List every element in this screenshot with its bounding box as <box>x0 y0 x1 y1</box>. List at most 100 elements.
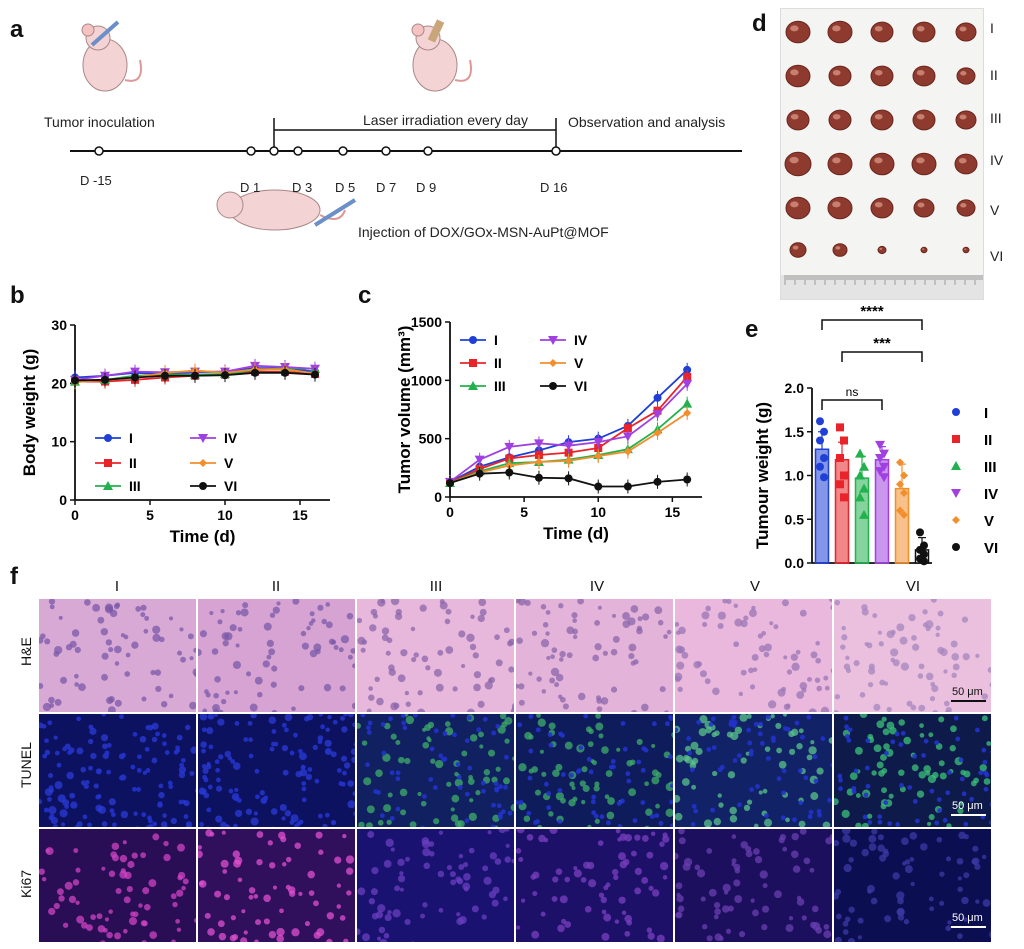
cell-nucleus <box>119 854 128 863</box>
cell-nucleus <box>881 787 888 794</box>
cell-nucleus <box>230 759 236 764</box>
cell-nucleus <box>399 871 404 876</box>
cell-nucleus <box>101 821 108 827</box>
cell-nucleus <box>614 919 620 924</box>
cell-nucleus <box>168 616 174 621</box>
cell-nucleus <box>404 757 411 765</box>
cell-nucleus <box>675 727 679 733</box>
significance-bracket: ns <box>821 385 883 410</box>
cell-nucleus <box>357 887 366 896</box>
cell-nucleus <box>718 802 724 808</box>
cell-nucleus <box>540 911 546 917</box>
cell-nucleus <box>558 731 564 737</box>
legend-entry: V <box>190 455 234 471</box>
cell-nucleus <box>446 864 453 871</box>
cell-nucleus <box>57 794 66 803</box>
cell-nucleus <box>815 640 821 646</box>
cell-nucleus <box>731 858 737 864</box>
cell-nucleus <box>301 797 307 803</box>
cell-nucleus <box>368 686 373 691</box>
cell-nucleus <box>216 777 221 783</box>
x-tick-label: 5 <box>146 507 154 523</box>
cell-nucleus <box>113 603 120 610</box>
cell-nucleus <box>374 676 380 683</box>
cell-nucleus <box>934 740 939 746</box>
cell-nucleus <box>945 925 952 932</box>
data-point <box>251 368 259 377</box>
tumour-highlight <box>960 71 967 76</box>
cell-nucleus <box>324 812 330 818</box>
cell-nucleus <box>109 808 115 814</box>
legend-marker <box>103 481 113 490</box>
tumour-highlight <box>832 113 841 120</box>
cell-nucleus <box>199 714 208 721</box>
cell-nucleus <box>776 747 782 754</box>
cell-nucleus <box>847 727 853 733</box>
cell-nucleus <box>491 802 496 808</box>
cell-nucleus <box>548 811 554 817</box>
cell-nucleus <box>958 801 964 806</box>
cell-nucleus <box>122 840 127 845</box>
cell-nucleus <box>974 727 980 733</box>
cell-nucleus <box>468 812 477 821</box>
cell-nucleus <box>675 630 681 635</box>
cell-nucleus <box>367 830 375 839</box>
cell-nucleus <box>611 868 619 876</box>
cell-nucleus <box>301 781 307 786</box>
cell-nucleus <box>223 894 230 901</box>
cell-nucleus <box>387 792 393 798</box>
cell-nucleus <box>628 788 637 797</box>
tumour-specimen <box>785 20 811 44</box>
cell-nucleus <box>207 928 215 936</box>
cell-nucleus <box>97 925 106 933</box>
cell-nucleus <box>644 825 650 827</box>
cell-nucleus <box>691 803 697 809</box>
cell-nucleus <box>475 790 481 796</box>
cell-nucleus <box>400 809 407 816</box>
cell-nucleus <box>194 788 196 793</box>
cell-nucleus <box>690 822 696 827</box>
cell-nucleus <box>352 722 355 728</box>
cell-nucleus <box>853 768 859 774</box>
cell-nucleus <box>48 907 56 916</box>
cell-nucleus <box>104 603 114 612</box>
data-point <box>446 479 454 487</box>
data-point <box>896 480 904 489</box>
tumour-highlight <box>792 245 799 250</box>
cell-nucleus <box>410 626 416 632</box>
data-point <box>916 528 924 537</box>
cell-nucleus <box>806 714 812 720</box>
cell-nucleus <box>44 749 51 756</box>
legend-entry: II <box>460 355 502 371</box>
cell-nucleus <box>801 915 807 921</box>
photo-row-label: VI <box>990 248 1004 264</box>
cell-nucleus <box>834 892 839 900</box>
cell-nucleus <box>137 754 142 760</box>
cell-nucleus <box>482 716 488 722</box>
cell-nucleus <box>733 641 740 648</box>
cell-nucleus <box>950 725 957 733</box>
cell-nucleus <box>610 648 618 656</box>
cell-nucleus <box>183 800 190 807</box>
cell-nucleus <box>64 881 73 890</box>
cell-nucleus <box>808 708 817 712</box>
cell-nucleus <box>846 788 854 796</box>
legend-label: I <box>129 430 133 446</box>
cell-nucleus <box>900 662 910 671</box>
cell-nucleus <box>764 813 769 819</box>
cell-nucleus <box>523 815 531 822</box>
cell-nucleus <box>74 682 79 687</box>
cell-nucleus <box>764 746 771 752</box>
cell-nucleus <box>928 813 935 821</box>
cell-nucleus <box>911 635 917 641</box>
cell-nucleus <box>782 846 788 852</box>
cell-nucleus <box>113 645 122 654</box>
cell-nucleus <box>413 652 419 658</box>
cell-nucleus <box>194 672 196 678</box>
cell-nucleus <box>484 681 493 690</box>
cell-nucleus <box>155 685 162 693</box>
cell-nucleus <box>224 824 230 827</box>
cell-nucleus <box>503 784 508 790</box>
bar-VI <box>914 528 930 566</box>
cell-nucleus <box>366 805 375 814</box>
